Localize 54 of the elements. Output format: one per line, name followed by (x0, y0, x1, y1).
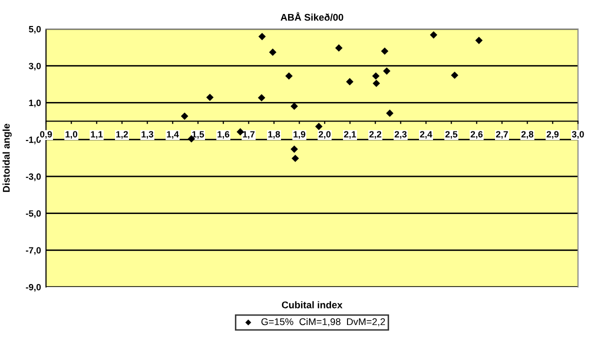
x-tick-label: 2,0 (318, 131, 331, 139)
point (180, 112, 188, 120)
y-tick-label: 3,0 (28, 62, 41, 71)
point (450, 72, 458, 79)
point (292, 154, 299, 162)
x-tick-label: 1,7 (242, 131, 255, 139)
point (475, 36, 483, 44)
point (258, 94, 266, 102)
x-tick-label: 2,3 (394, 131, 407, 139)
legend-label: G=15% CiM=1,98 DvM=2,2 (261, 318, 385, 326)
y-tick-label: 1,0 (29, 100, 41, 108)
x-tick-label: 1,8 (268, 131, 280, 139)
y-tick-label: -3,0 (26, 173, 41, 182)
point (315, 122, 323, 130)
x-tick-label: 2,1 (344, 131, 356, 139)
point (206, 94, 214, 102)
x-tick-label: 1,0 (66, 131, 78, 139)
x-tick-label: 2,2 (369, 131, 382, 139)
x-tick-label: 1,2 (116, 131, 128, 139)
x-axis-title: Cubital index (282, 301, 342, 308)
point (258, 32, 266, 40)
point (372, 80, 380, 88)
y-tick-label: -5,0 (26, 210, 41, 218)
point (383, 67, 390, 75)
x-tick-label: 1,1 (90, 131, 103, 139)
x-tick-label: 1,9 (294, 131, 306, 139)
y-tick-label: -9,0 (26, 284, 41, 292)
x-tick-label: 2,7 (496, 131, 508, 139)
y-tick-label: 5,0 (28, 26, 41, 34)
point (430, 31, 438, 39)
y-axis-title: Distoidal angle (2, 124, 12, 192)
x-tick-label: 2,8 (521, 131, 534, 139)
x-tick-label: 3,0 (572, 131, 584, 139)
x-tick-label: 2,4 (420, 131, 432, 139)
chart-title: ABÅ Sikeð/00 (280, 12, 344, 21)
point (269, 48, 276, 56)
point (381, 47, 388, 55)
y-tick-label: -7,0 (26, 247, 41, 255)
point (236, 128, 244, 136)
point (285, 72, 293, 80)
x-tick-label: 0,9 (40, 131, 52, 139)
x-tick-label: 2,5 (445, 131, 458, 139)
point (386, 110, 394, 117)
x-tick-label: 1,4 (166, 131, 179, 139)
x-tick-label: 2,6 (470, 131, 483, 139)
point (346, 78, 354, 86)
point (290, 145, 298, 153)
x-tick-label: 2,9 (546, 131, 559, 139)
point (335, 44, 343, 52)
point (290, 102, 298, 110)
x-tick-label: 1,3 (142, 131, 154, 139)
x-tick-label: 1,6 (218, 131, 230, 139)
x-tick-label: 1,5 (192, 131, 204, 139)
point (372, 72, 380, 80)
